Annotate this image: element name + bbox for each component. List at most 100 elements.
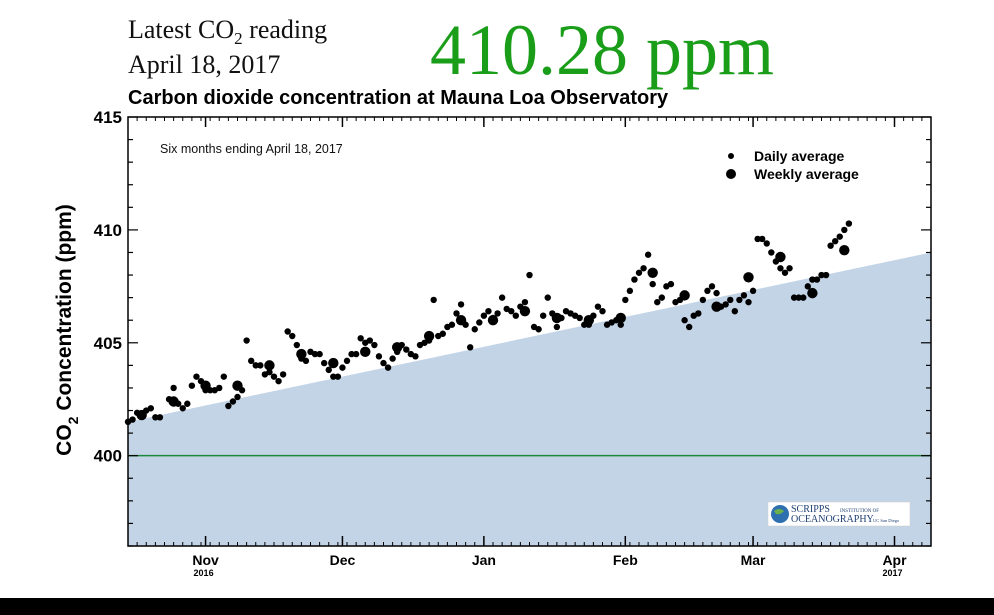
daily-average-point [804,283,812,290]
daily-average-point [316,350,323,358]
weekly-average-point [647,267,658,278]
daily-average-point [156,414,164,421]
latest-reading-label: Latest CO2 reading [128,14,328,48]
daily-average-point [330,373,337,380]
daily-average-point [681,317,688,324]
daily-average-point [457,301,465,308]
legend-daily-label: Daily average [754,148,844,164]
y-tick-label: 400 [94,447,122,466]
daily-average-point [225,402,232,410]
daily-average-point [644,251,652,258]
daily-average-point [795,294,802,301]
weekly-average-point [551,312,563,324]
weekly-average-point [296,348,307,360]
x-month-label: Mar [741,552,766,568]
daily-average-point [768,249,775,256]
daily-average-point [220,373,228,380]
daily-average-point [279,371,287,378]
daily-average-point [822,271,830,279]
y-tick-label: 405 [94,334,122,353]
x-month-label: Dec [330,552,356,568]
logo-line2-small: UC San Diego [873,518,900,523]
weekly-average-point [328,357,339,369]
daily-average-point [466,344,474,351]
weekly-average-point [679,290,690,301]
daily-average-point [704,287,711,295]
daily-average-point [289,332,296,340]
weekly-average-point [615,312,626,324]
daily-average-point [498,294,506,301]
daily-average-point [485,307,492,315]
weekly-average-point [807,287,818,299]
daily-average-point [152,414,159,421]
daily-average-point [480,312,488,319]
chart-subtitle: Six months ending April 18, 2017 [160,142,343,156]
daily-average-point [685,323,693,331]
daily-average-point [553,323,561,331]
daily-average-point [184,400,191,407]
daily-average-point [193,373,200,380]
daily-average-point [763,240,770,247]
logo-line1-small: INSTITUTION OF [840,509,879,514]
daily-average-point [216,384,223,392]
daily-average-point [179,405,186,412]
weekly-average-point [839,245,850,256]
daily-average-point [375,353,383,360]
daily-average-point [270,373,278,380]
daily-average-point [622,296,629,304]
daily-average-point [699,296,707,304]
y-tick-label: 415 [94,108,122,127]
weekly-average-point [455,315,467,326]
daily-average-point [800,294,807,301]
daily-average-point [654,298,661,306]
daily-average-point [658,294,666,301]
weekly-average-point [711,301,722,312]
daily-average-point [695,310,702,317]
legend-weekly-label: Weekly average [754,166,859,182]
daily-average-point [818,271,825,279]
x-month-label: Jan [472,552,496,568]
daily-average-point [544,294,551,301]
x-year-label: 2017 [882,568,902,578]
daily-average-point [343,357,351,365]
daily-average-point [617,321,624,328]
x-month-label: Apr [882,552,907,568]
daily-average-point [243,337,250,344]
daily-average-point [170,384,177,392]
daily-average-point [357,335,364,342]
weekly-average-point [232,380,243,391]
daily-average-point [384,364,392,371]
weekly-average-point [136,409,147,421]
daily-average-point [777,265,784,272]
legend: Daily average Weekly average [726,148,859,182]
weekly-average-point [519,305,531,317]
y-axis-title: CO2 Concentration (ppm) [53,204,81,456]
daily-average-point [667,280,675,288]
daily-average-point [320,359,328,367]
daily-average-point [722,301,729,308]
latest-label-sub: 2 [234,29,243,48]
daily-average-point [234,393,241,401]
daily-average-point [626,287,634,295]
daily-average-point [380,359,387,367]
weekly-average-point [583,315,595,326]
daily-average-point [539,312,547,319]
latest-reading-value: 410.28 ppm [430,10,775,90]
daily-average-point [845,220,853,227]
legend-weekly-marker [726,169,736,179]
daily-average-point [129,416,136,423]
daily-average-point [526,271,533,279]
daily-average-point [453,310,460,317]
daily-average-point [188,382,196,389]
x-month-label: Nov [192,552,219,568]
daily-average-point [836,233,843,240]
daily-average-point [786,265,793,272]
weekly-average-point [168,396,179,407]
latest-label-post: reading [242,15,328,44]
daily-average-point [334,373,342,380]
daily-average-point [727,296,734,304]
daily-average-point [649,280,656,288]
daily-average-point [247,357,255,365]
weekly-average-point [264,360,275,371]
weekly-average-point [487,315,499,326]
